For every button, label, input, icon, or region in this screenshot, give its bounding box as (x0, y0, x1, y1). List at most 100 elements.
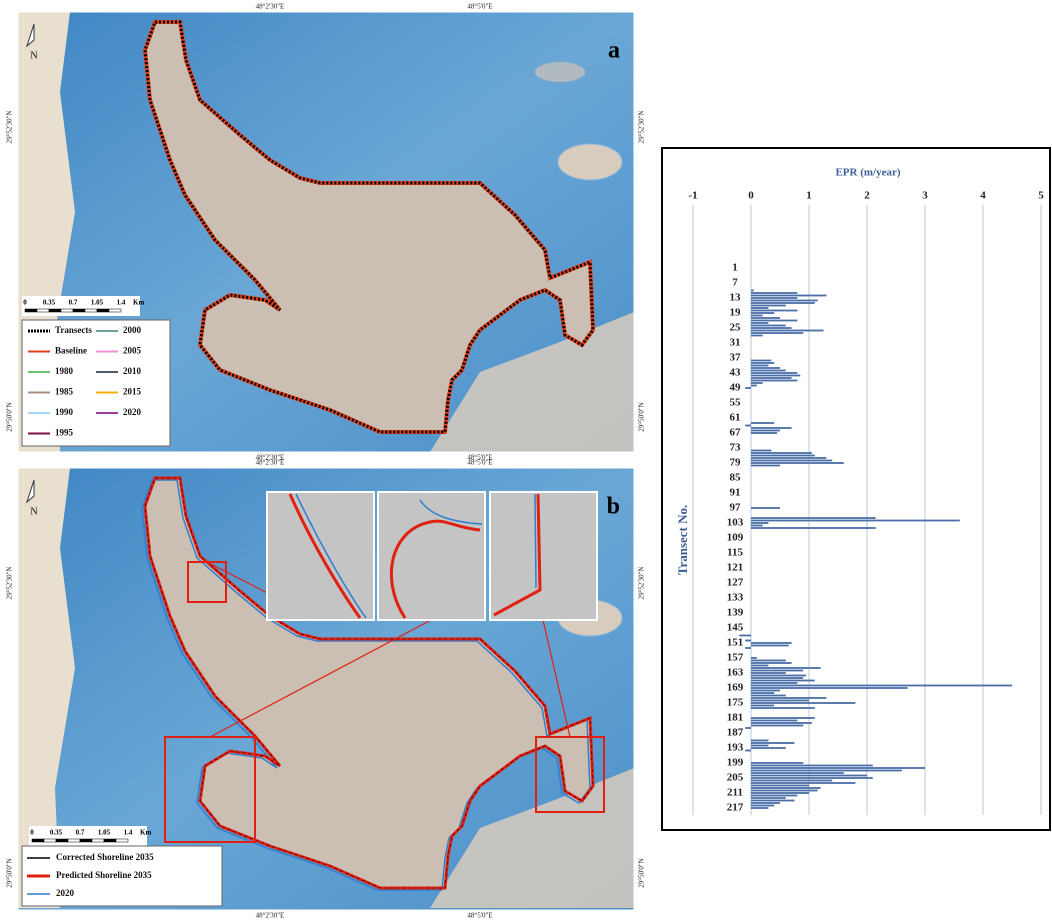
scale-label: 0.7 (69, 299, 78, 307)
bar (751, 777, 873, 779)
bar (751, 365, 768, 367)
y-tick-label: 97 (730, 502, 742, 514)
bar (751, 377, 792, 379)
bar (745, 425, 751, 427)
bar (751, 460, 832, 462)
scale-label: 0.35 (50, 829, 63, 837)
y-tick-label: 61 (730, 412, 741, 424)
scale-label: 1.05 (98, 829, 111, 837)
bar (745, 640, 751, 642)
bar (751, 785, 809, 787)
bar (751, 747, 786, 749)
bar (751, 695, 786, 697)
bar (751, 312, 774, 314)
y-tick-label: 139 (727, 607, 744, 619)
bar (751, 765, 873, 767)
scale-label: 1.05 (91, 299, 104, 307)
scale-segment (97, 309, 109, 312)
legend-label: 2015 (123, 387, 142, 397)
scale-segment (56, 839, 68, 842)
y-tick-label: 37 (730, 352, 742, 364)
y-tick-label: 211 (727, 787, 743, 799)
scale-segment (49, 309, 61, 312)
bar (751, 800, 795, 802)
legend-label: 1980 (55, 366, 74, 376)
y-tick-label: 103 (727, 517, 744, 529)
bar (751, 367, 780, 369)
bar (751, 720, 797, 722)
bar (751, 317, 780, 319)
legend-box (22, 320, 170, 446)
longitude-label: 48°5'0"E (467, 459, 492, 467)
y-tick-label: 31 (730, 337, 741, 349)
longitude-label: 48°2'30"E (256, 912, 285, 920)
x-tick-label: 0 (748, 190, 754, 202)
legend-label: Transects (55, 325, 92, 335)
bar (751, 527, 876, 529)
bar (751, 722, 812, 724)
legend-label: Predicted Shoreline 2035 (56, 870, 152, 880)
bar (751, 790, 818, 792)
bar (751, 645, 789, 647)
legend-label: 2005 (123, 346, 142, 356)
y-tick-label: 13 (730, 292, 742, 304)
bar (751, 297, 797, 299)
legend-label: 1985 (55, 387, 74, 397)
y-tick-label: 169 (727, 682, 744, 694)
scale-label: 0 (30, 829, 34, 837)
y-tick-label: 7 (732, 277, 738, 289)
scale-segment (109, 309, 121, 312)
bar (751, 310, 797, 312)
bar (751, 802, 780, 804)
bar (751, 375, 800, 377)
legend-label: Corrected Shoreline 2035 (56, 852, 154, 862)
y-tick-label: 175 (727, 697, 744, 709)
bar (751, 380, 797, 382)
legend-label: 2020 (56, 888, 75, 898)
longitude-label: 48°5'0"E (467, 912, 492, 920)
y-tick-label: 91 (730, 487, 741, 499)
y-tick-label: 79 (730, 457, 742, 469)
bar (751, 795, 797, 797)
y-tick-label: 19 (730, 307, 742, 319)
bar (745, 750, 751, 752)
x-tick-label: 1 (806, 190, 812, 202)
latitude-label: 29°52'30"N (638, 111, 646, 144)
x-tick-label: 2 (864, 190, 870, 202)
longitude-label: 48°5'0"E (467, 3, 492, 11)
scale-segment (25, 309, 37, 312)
bar (751, 382, 763, 384)
bar (751, 692, 774, 694)
scale-label: 1.4 (124, 829, 133, 837)
bar (751, 772, 844, 774)
latitude-label: 29°50'0"N (6, 858, 14, 887)
bar (751, 335, 763, 337)
map-a: aN48°2'30"E48°2'30"E48°5'0"E48°5'0"E29°5… (6, 3, 646, 462)
bar (751, 797, 786, 799)
bar (751, 432, 777, 434)
latitude-label: 29°50'0"N (638, 858, 646, 887)
bar (751, 702, 855, 704)
x-tick-label: 3 (922, 190, 928, 202)
scale-label: Km (133, 299, 144, 307)
x-tick-label: 5 (1038, 190, 1044, 202)
bar (751, 700, 809, 702)
bar (751, 787, 821, 789)
y-tick-label: 67 (730, 427, 742, 439)
y-tick-label: 187 (727, 727, 744, 739)
scale-segment (116, 839, 128, 842)
figure: aN48°2'30"E48°2'30"E48°5'0"E48°5'0"E29°5… (0, 0, 1052, 922)
bar (751, 667, 821, 669)
bar (751, 770, 902, 772)
y-tick-label: 133 (727, 592, 744, 604)
bar (751, 707, 815, 709)
latitude-label: 29°52'30"N (6, 567, 14, 600)
bar (751, 320, 797, 322)
latitude-label: 29°52'30"N (6, 111, 14, 144)
bar (751, 305, 786, 307)
bar (751, 327, 792, 329)
bar (751, 300, 818, 302)
y-tick-label: 193 (727, 742, 744, 754)
bar (751, 690, 780, 692)
bar (745, 647, 751, 649)
